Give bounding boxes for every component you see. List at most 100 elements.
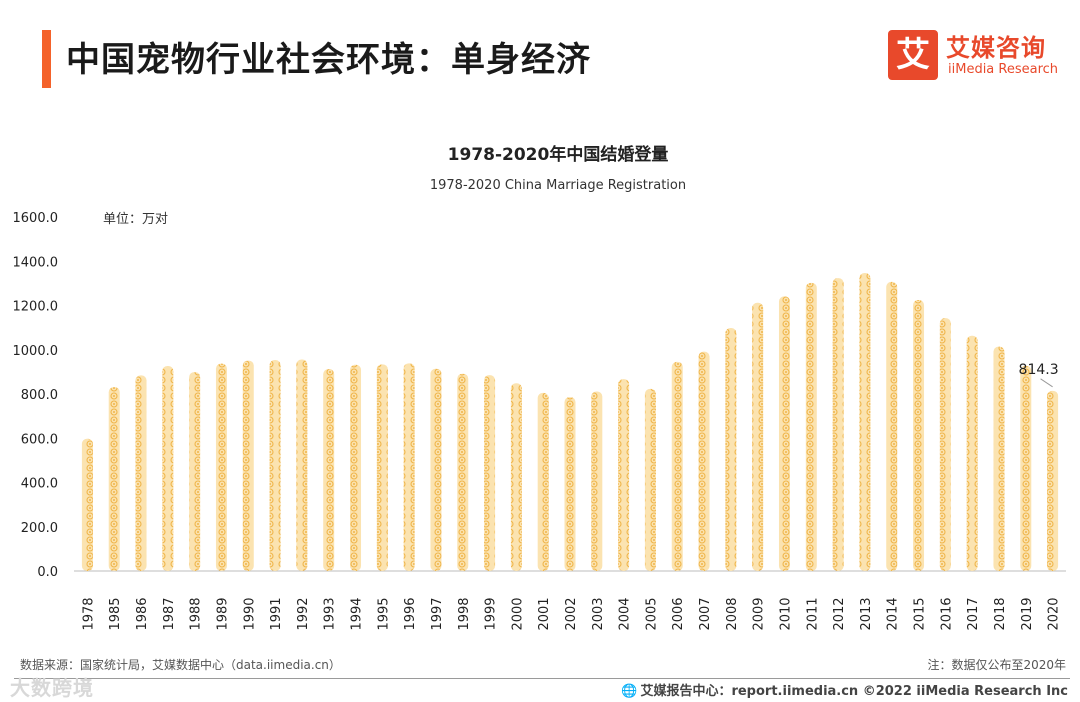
bar-2017 — [966, 335, 978, 571]
x-tick-label: 2005 — [644, 597, 659, 630]
bar-1991 — [269, 359, 281, 571]
x-tick-label: 2011 — [805, 597, 820, 630]
x-tick-label: 2007 — [698, 597, 713, 630]
x-tick-label: 1997 — [430, 597, 445, 630]
bar-1988 — [189, 372, 201, 571]
y-tick-label: 1400.0 — [13, 255, 59, 270]
y-tick-label: 1200.0 — [13, 300, 59, 315]
x-tick-label: 1988 — [189, 597, 204, 630]
bar-2004 — [618, 379, 630, 571]
x-tick-label: 1991 — [269, 597, 284, 630]
y-tick-label: 800.0 — [21, 388, 58, 403]
chart-title: 1978-2020年中国结婚登量 — [448, 144, 669, 165]
y-tick-label: 400.0 — [21, 477, 58, 492]
bar-2019 — [1020, 365, 1032, 571]
bar-1987 — [162, 365, 174, 571]
globe-icon: 🌐 — [621, 684, 638, 699]
x-tick-label: 2009 — [752, 597, 767, 630]
chart-subtitle: 1978-2020 China Marriage Registration — [430, 178, 686, 193]
bar-2002 — [564, 397, 576, 571]
data-source: 数据来源：国家统计局，艾媒数据中心（data.iimedia.cn） — [20, 658, 341, 672]
data-label-2020: 814.3 — [1019, 362, 1059, 378]
x-tick-label: 1985 — [108, 597, 123, 630]
x-tick-label: 2016 — [939, 597, 954, 630]
bar-1993 — [323, 369, 335, 571]
x-tick-label: 2004 — [618, 597, 633, 630]
x-tick-label: 1987 — [162, 597, 177, 630]
bar-2008 — [725, 328, 737, 571]
bar-2005 — [644, 388, 656, 571]
annotation-leader — [1040, 378, 1053, 388]
x-tick-label: 1992 — [296, 597, 311, 630]
x-tick-label: 2008 — [725, 597, 740, 630]
x-tick-label: 2002 — [564, 597, 579, 630]
bar-1990 — [242, 360, 254, 571]
x-tick-label: 2018 — [993, 597, 1008, 630]
bar-2014 — [886, 281, 898, 571]
iimedia-logo: 艾 艾媒咨询 iiMedia Research — [888, 30, 1068, 86]
x-tick-label: 2010 — [778, 597, 793, 630]
x-tick-label: 1990 — [242, 597, 257, 630]
title-accent-bar — [42, 30, 51, 88]
x-tick-label: 1989 — [215, 597, 230, 630]
bar-2009 — [752, 302, 764, 571]
bar-2015 — [913, 300, 925, 571]
y-tick-label: 200.0 — [21, 521, 58, 536]
bar-2000 — [510, 383, 522, 571]
footer-divider — [14, 678, 1070, 679]
x-tick-label: 2013 — [859, 597, 874, 630]
x-tick-label: 2000 — [510, 597, 525, 630]
bar-1996 — [403, 363, 415, 571]
bar-2003 — [591, 391, 603, 571]
x-tick-label: 2015 — [913, 597, 928, 630]
x-tick-label: 2020 — [1047, 597, 1062, 630]
x-tick-label: 1996 — [403, 597, 418, 630]
bar-1985 — [108, 387, 120, 571]
y-tick-label: 0.0 — [37, 565, 58, 580]
page-title: 中国宠物行业社会环境：单身经济 — [66, 40, 591, 80]
bar-2013 — [859, 272, 871, 571]
x-tick-label: 1995 — [376, 597, 391, 630]
x-tick-label: 2014 — [886, 597, 901, 630]
x-tick-label: 1993 — [323, 597, 338, 630]
footer-report: 🌐 艾媒报告中心：report.iimedia.cn ©2022 iiMedia … — [621, 680, 1068, 699]
x-tick-label: 2017 — [966, 597, 981, 630]
bar-2020 — [1047, 390, 1059, 571]
x-tick-label: 2012 — [832, 597, 847, 630]
bar-2001 — [537, 392, 549, 571]
bar-2016 — [939, 318, 951, 571]
x-tick-label: 2001 — [537, 597, 552, 630]
logo-en-text: iiMedia Research — [948, 62, 1059, 77]
y-tick-label: 600.0 — [21, 432, 58, 447]
y-tick-label: 1600.0 — [13, 211, 59, 226]
bar-1994 — [350, 364, 362, 571]
bar-1978 — [81, 438, 93, 571]
unit-label: 单位：万对 — [103, 212, 168, 227]
report-link[interactable]: 艾媒报告中心：report.iimedia.cn ©2022 iiMedia R… — [640, 684, 1068, 699]
data-note: 注：数据仅公布至2020年 — [927, 658, 1066, 672]
bar-1998 — [457, 373, 469, 571]
x-tick-label: 1986 — [135, 597, 150, 630]
logo-mark-icon: 艾 — [888, 30, 938, 80]
bar-2012 — [832, 278, 844, 571]
x-tick-label: 2019 — [1020, 597, 1035, 630]
x-tick-label: 1998 — [457, 597, 472, 630]
bar-1992 — [296, 359, 308, 571]
bar-1989 — [215, 363, 227, 571]
x-tick-label: 1994 — [350, 597, 365, 630]
x-tick-label: 1999 — [484, 597, 499, 630]
bar-1986 — [135, 375, 147, 571]
x-tick-label: 1978 — [81, 597, 96, 630]
x-tick-label: 2003 — [591, 597, 606, 630]
bar-2007 — [698, 351, 710, 571]
bar-2011 — [805, 282, 817, 571]
bar-1999 — [484, 375, 496, 571]
x-tick-label: 2006 — [671, 597, 686, 630]
bar-2018 — [993, 346, 1005, 571]
logo-cn-text: 艾媒咨询 — [946, 34, 1046, 62]
marriage-bar-chart: 1978-2020年中国结婚登量 1978-2020 China Marriage… — [13, 144, 1066, 631]
watermark: 大数跨境 — [10, 676, 94, 700]
bar-1995 — [376, 364, 388, 571]
bar-2006 — [671, 361, 683, 571]
y-tick-label: 1000.0 — [13, 344, 59, 359]
